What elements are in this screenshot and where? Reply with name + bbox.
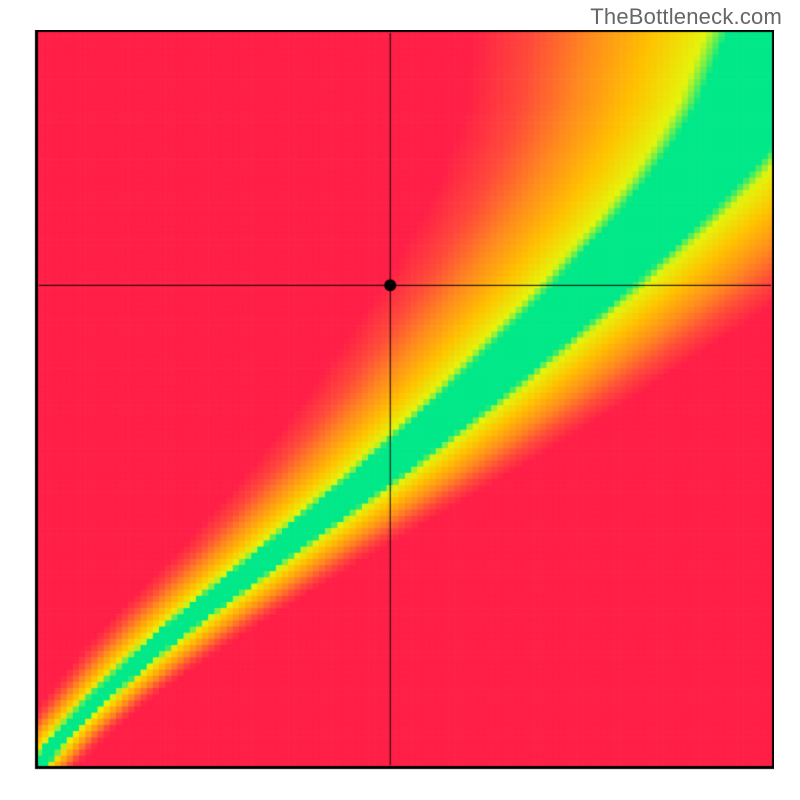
watermark-text: TheBottleneck.com [590,4,782,30]
bottleneck-heatmap [26,30,774,778]
